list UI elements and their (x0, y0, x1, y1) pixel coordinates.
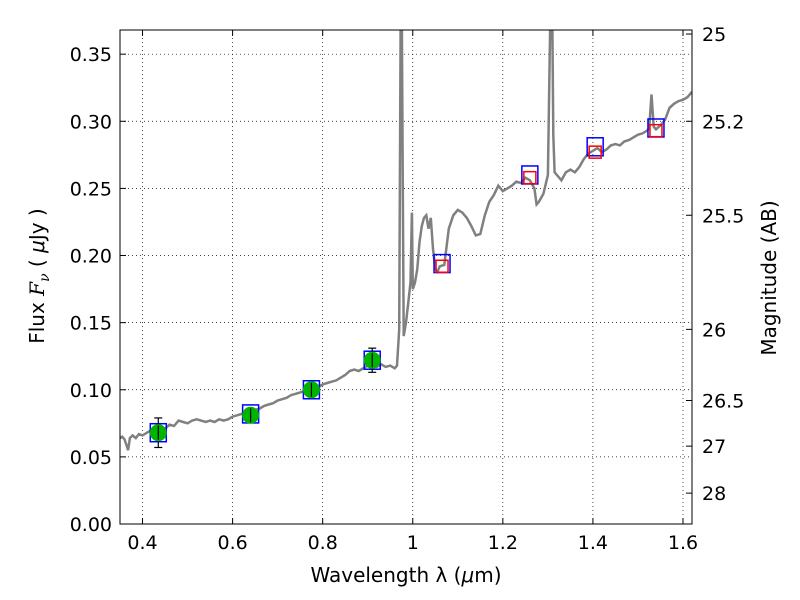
nir-point (588, 145, 602, 159)
plot-frame (119, 29, 693, 525)
y2-tick-label: 27 (702, 436, 726, 458)
x-tick-label: 1.4 (578, 532, 608, 554)
model-box (586, 137, 604, 157)
grid (120, 30, 692, 525)
nir-point (523, 170, 537, 185)
nir-point (435, 259, 449, 274)
y-axis-label: Flux Fν ( μJy ) (25, 208, 53, 344)
y2-tick-label: 25.5 (702, 205, 744, 227)
ticks (120, 30, 692, 525)
y-tick-label: 0.20 (70, 246, 112, 268)
photometry-point (242, 406, 260, 424)
y-tick-label: 0.35 (70, 44, 112, 66)
y-tick-label: 0.05 (70, 447, 112, 469)
y-tick-label: 0.30 (70, 111, 112, 133)
y-tick-labels: 0.00 0.05 0.10 0.15 0.20 0.25 0.30 0.35 (70, 44, 112, 536)
y2-tick-label: 26 (702, 319, 726, 341)
nir-points (435, 123, 663, 274)
x-axis-label: Wavelength λ (μm) (310, 563, 501, 587)
photometry-points (149, 347, 381, 449)
y-tick-label: 0.25 (70, 178, 112, 200)
y2-axis-label: Magnitude (AB) (757, 200, 781, 355)
photometry-point (363, 347, 381, 373)
y2-tick-label: 26.5 (702, 391, 744, 413)
photometry-point (302, 381, 320, 399)
y2-tick-label: 25 (702, 24, 726, 46)
x-tick-label: 0.8 (308, 532, 338, 554)
y-tick-label: 0.00 (70, 514, 112, 536)
y-tick-label: 0.10 (70, 380, 112, 402)
plot-content (120, 30, 692, 451)
x-tick-label: 1 (407, 532, 419, 554)
y-tick-label: 0.15 (70, 313, 112, 335)
y2-tick-label: 25.2 (702, 111, 744, 133)
nir-point (649, 123, 663, 138)
x-tick-labels: 0.4 0.6 0.8 1 1.2 1.4 1.6 (127, 532, 698, 554)
x-tick-label: 0.4 (127, 532, 157, 554)
x-tick-label: 0.6 (217, 532, 247, 554)
x-tick-label: 1.2 (488, 532, 518, 554)
spectrum-line (120, 30, 692, 451)
y2-tick-label: 28 (702, 483, 726, 505)
model-boxes (149, 118, 665, 443)
x-tick-label: 1.6 (668, 532, 698, 554)
photometry-point (149, 417, 167, 449)
y2-tick-labels: 25 25.2 25.5 26 26.5 27 28 (702, 24, 744, 505)
